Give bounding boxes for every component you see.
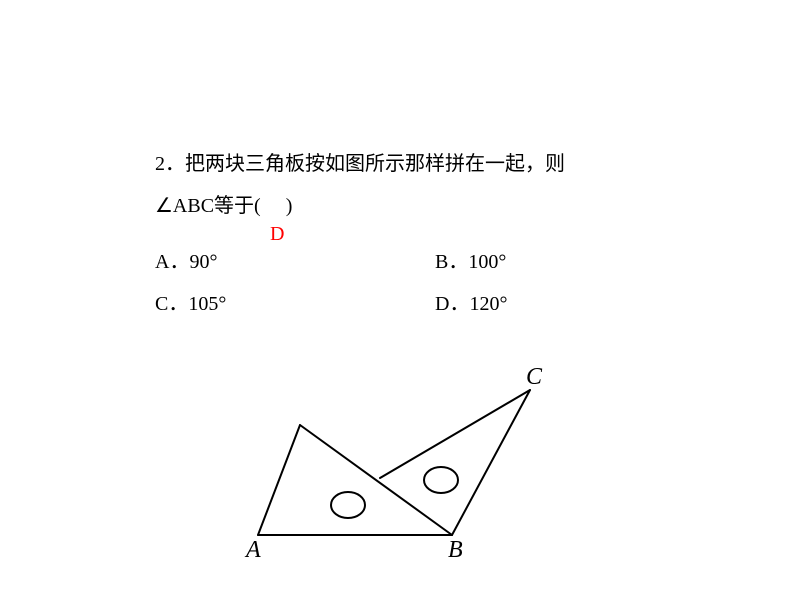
option-c-label: C． xyxy=(155,293,188,315)
question-line-2: ∠ABC等于( ) D xyxy=(155,190,695,222)
option-d-value: 120° xyxy=(469,293,507,315)
option-d: D．120° xyxy=(435,288,695,320)
answer-mark: D xyxy=(270,218,284,250)
options-container: A．90° B．100° C．105° D．120° xyxy=(155,246,695,320)
option-c: C．105° xyxy=(155,288,435,320)
diagram-svg: A B C xyxy=(220,350,560,560)
option-a-value: 90° xyxy=(189,251,217,273)
option-d-label: D． xyxy=(435,293,469,315)
option-a-label: A． xyxy=(155,251,189,273)
question-text-1: 把两块三角板按如图所示那样拼在一起，则 xyxy=(185,153,565,175)
question-text-2b: ) xyxy=(286,195,293,217)
option-row-2: C．105° D．120° xyxy=(155,288,695,320)
option-b-value: 100° xyxy=(468,251,506,273)
option-a: A．90° xyxy=(155,246,435,278)
option-b-label: B． xyxy=(435,251,468,273)
geometry-diagram: A B C xyxy=(220,350,560,565)
question-number: 2． xyxy=(155,153,185,175)
option-b: B．100° xyxy=(435,246,695,278)
option-row-1: A．90° B．100° xyxy=(155,246,695,278)
svg-text:A: A xyxy=(244,537,261,560)
svg-text:B: B xyxy=(448,537,463,560)
question-text-2a: ∠ABC等于( xyxy=(155,195,261,217)
option-c-value: 105° xyxy=(188,293,226,315)
question-line-1: 2．把两块三角板按如图所示那样拼在一起，则 xyxy=(155,148,695,180)
svg-text:C: C xyxy=(526,364,543,390)
